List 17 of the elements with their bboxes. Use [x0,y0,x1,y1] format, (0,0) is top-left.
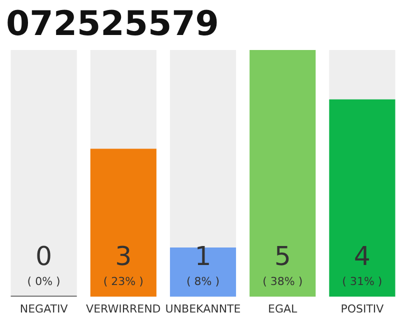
data-label: 4 [354,242,370,272]
annotation: ( 0% ) [27,274,60,288]
x-tick-label: POSITIV [340,302,384,316]
bar [170,247,236,297]
chart-title: 072525579 [5,3,220,46]
x-tick-label: VERWIRREND [86,302,161,316]
data-label: 3 [115,242,132,272]
x-tick-label: EGAL [268,302,298,316]
annotation: ( 23% ) [103,274,144,288]
x-tick-label: UNBEKANNTE [165,302,241,316]
data-label: 5 [274,242,291,272]
annotation: ( 31% ) [342,274,382,288]
annotation: ( 38% ) [262,274,303,288]
x-tick-label: NEGATIV [20,302,68,316]
annotation: ( 8% ) [186,274,220,288]
data-label: 0 [36,242,52,272]
data-label: 1 [194,242,212,272]
